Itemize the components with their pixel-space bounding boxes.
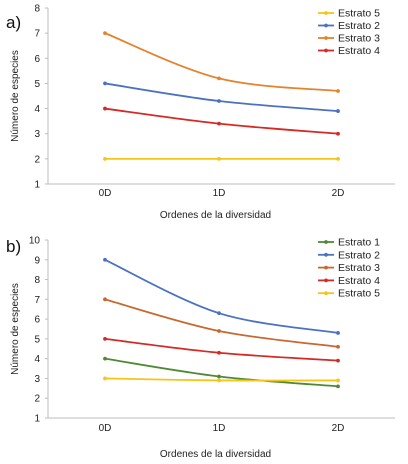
data-point-estrato-5 [103, 376, 107, 381]
y-tick-label: 8 [34, 4, 40, 15]
series-line-estrato-4 [104, 107, 339, 135]
legend-marker [324, 48, 328, 53]
series-line-estrato-2 [104, 82, 339, 112]
data-point-estrato-3 [103, 297, 107, 302]
data-point-estrato-2 [336, 331, 340, 335]
series-line-estrato-1 [104, 357, 339, 388]
y-tick-label: 1 [34, 180, 40, 191]
panel-label: a) [6, 13, 21, 32]
x-axis-label: Ordenes de la diversidad [160, 210, 271, 221]
data-point-estrato-1 [336, 384, 340, 389]
data-point-estrato-2 [217, 99, 221, 103]
data-point-estrato-3 [103, 31, 107, 36]
data-point-estrato-4 [103, 336, 107, 341]
y-tick-label: 6 [34, 315, 40, 326]
legend-label: Estrato 3 [338, 33, 380, 45]
y-tick-label: 8 [34, 275, 40, 286]
y-axis-label: Número de especies [10, 283, 21, 375]
data-point-estrato-1 [217, 374, 221, 379]
y-tick-label: 3 [34, 129, 40, 140]
data-point-estrato-4 [336, 358, 340, 363]
legend-label: Estrato 5 [338, 8, 380, 20]
data-point-estrato-2 [103, 81, 107, 86]
legend-marker [324, 11, 328, 15]
legend-marker [324, 252, 328, 257]
x-tick-label: 0D [99, 188, 112, 199]
data-point-estrato-5 [336, 378, 340, 383]
y-tick-label: 7 [34, 295, 40, 306]
data-point-estrato-2 [103, 257, 107, 262]
y-tick-label: 6 [34, 54, 40, 65]
y-tick-label: 4 [34, 354, 40, 365]
y-axis-label: Número de especies [10, 50, 21, 142]
legend-marker [324, 240, 328, 244]
y-tick-label: 2 [34, 154, 40, 165]
chart-panel-b: b) 1 2 3 4 5 6 7 8 9 10 0D 1D 2D Ordenes de la diversi… [6, 236, 395, 460]
data-point-estrato-5 [217, 378, 221, 383]
series-line-estrato-5 [104, 377, 339, 382]
data-point-estrato-3 [217, 76, 221, 81]
legend-label: Estrato 4 [338, 275, 380, 287]
data-point-estrato-5 [103, 156, 107, 161]
data-point-estrato-3 [336, 89, 340, 93]
legend-label: Estrato 1 [338, 237, 380, 249]
y-tick-label: 2 [34, 394, 40, 405]
chart-panel-a: a) 1 2 3 4 5 6 7 8 0D 1D 2D Ordenes de la diversidad… [6, 4, 395, 221]
data-point-estrato-5 [336, 156, 340, 161]
x-tick-label: 2D [332, 188, 345, 199]
x-tick-label: 2D [332, 423, 345, 434]
x-tick-label: 1D [213, 188, 226, 199]
x-axis-label: Ordenes de la diversidad [160, 449, 271, 460]
y-tick-label: 9 [34, 255, 40, 266]
series-line-estrato-3 [104, 32, 339, 92]
y-tick-label: 5 [34, 79, 40, 90]
y-tick-label: 1 [34, 414, 40, 425]
x-tick-label: 0D [99, 423, 112, 434]
legend-label: Estrato 2 [338, 20, 380, 32]
y-tick-label: 5 [34, 334, 40, 345]
y-tick-label: 4 [34, 104, 40, 115]
data-point-estrato-4 [217, 121, 221, 126]
series-line-estrato-3 [104, 298, 339, 348]
data-point-estrato-4 [217, 350, 221, 355]
data-point-estrato-4 [103, 106, 107, 111]
legend-marker [324, 278, 328, 283]
data-point-estrato-2 [217, 311, 221, 316]
data-point-estrato-1 [103, 356, 107, 361]
x-tick-label: 1D [213, 423, 226, 434]
data-point-estrato-3 [217, 329, 221, 333]
legend-marker [324, 23, 328, 28]
y-tick-label: 3 [34, 374, 40, 385]
legend-label: Estrato 5 [338, 288, 380, 300]
legend-marker [324, 265, 328, 270]
legend-label: Estrato 3 [338, 262, 380, 274]
data-point-estrato-2 [336, 109, 340, 113]
legend-label: Estrato 4 [338, 45, 380, 57]
y-tick-label: 7 [34, 29, 40, 40]
data-point-estrato-3 [336, 344, 340, 349]
legend-marker [324, 291, 328, 296]
series-line-estrato-2 [104, 258, 339, 334]
panel-label: b) [6, 237, 21, 256]
legend-label: Estrato 2 [338, 249, 380, 261]
y-tick-label: 10 [29, 236, 41, 247]
legend-marker [324, 36, 328, 40]
data-point-estrato-4 [336, 131, 340, 136]
data-point-estrato-5 [217, 156, 221, 161]
